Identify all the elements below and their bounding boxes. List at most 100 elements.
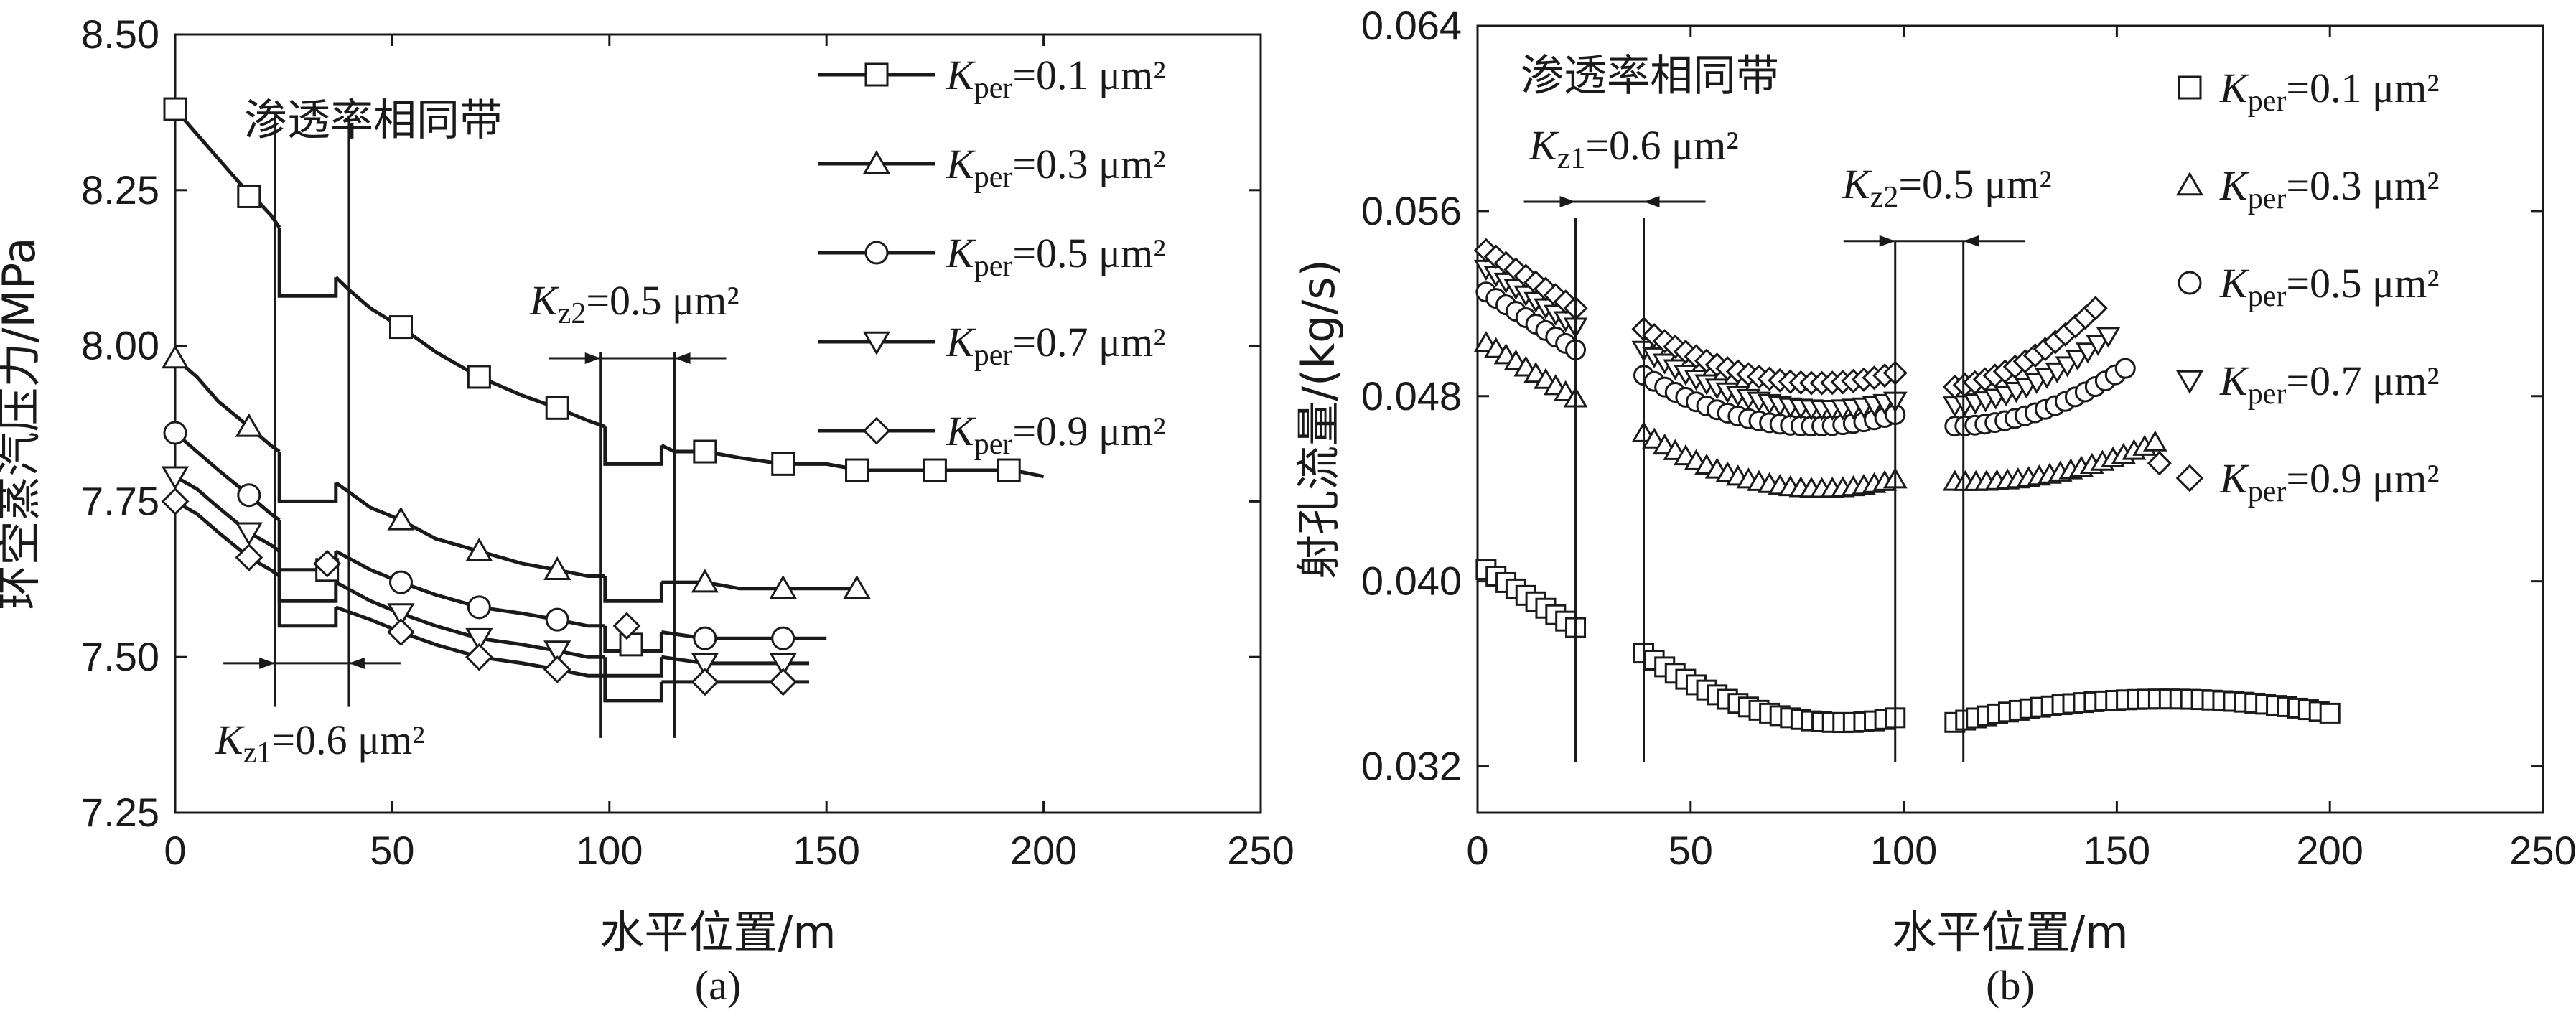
a-series-3-point-6	[769, 653, 797, 677]
b-x-tick-label-5: 250	[2509, 828, 2576, 873]
a-y-tick-label-0: 7.25	[81, 790, 159, 835]
a-series-3-segment-0	[174, 475, 281, 553]
a-x-tick-label-2: 100	[576, 828, 643, 873]
a-legend-marker-0	[864, 62, 889, 87]
a-legend-label-4-sub: per	[974, 428, 1013, 461]
panel-a-y-axis-title: 环空蒸汽压力/MPa	[0, 238, 45, 610]
a-legend-label-0: Kper=0.1 μm²	[946, 52, 1166, 105]
a-series-3-point-5	[691, 653, 719, 677]
b-x-tick-label-3: 150	[2083, 828, 2150, 873]
b-legend-label-4: Kper=0.9 μm²	[2219, 455, 2440, 508]
a-series-0-point-1	[237, 184, 261, 208]
b-legend-label-3: Kper=0.7 μm²	[2219, 358, 2440, 411]
b-x-tick-label-2: 100	[1870, 828, 1937, 873]
b-x-tick-label-0: 0	[1466, 828, 1488, 873]
a-series-2-point-2	[388, 570, 413, 594]
a-legend-label-0-value: =0.1 μm²	[1012, 52, 1165, 98]
a-x-tick-label-3: 150	[793, 828, 859, 873]
b-x-tick-label-4: 200	[2296, 828, 2363, 873]
b-kz1-label: Kz1=0.6 μm²	[1529, 122, 1739, 175]
b-legend-label-0-var: K	[2219, 65, 2250, 111]
a-series-2-point-1	[237, 483, 261, 508]
a-series-4-point-8	[769, 668, 798, 696]
a-legend-label-3-var: K	[946, 319, 976, 365]
a-series-3-point-0	[161, 466, 190, 490]
panel-b-x-axis-title: 水平位置/m	[1892, 906, 2128, 958]
a-legend-label-4-var: K	[946, 408, 976, 454]
a-series-1-point-4	[543, 556, 571, 581]
a-series-3-point-2	[387, 603, 415, 627]
panel-a-ticks: 0 50 100 150 200 250 7.25 7.50 7.75 8.00 8.25 8.50	[81, 11, 1294, 873]
b-kz2-label: Kz2=0.5 μm²	[1842, 161, 2052, 214]
a-y-tick-label-5: 8.50	[81, 11, 159, 57]
b-series-4-point-7	[1543, 283, 1568, 308]
a-series-4-point-7	[691, 668, 719, 696]
b-kz2-label-sub: z2	[1870, 181, 1899, 214]
a-series-4-jump-1	[603, 676, 663, 703]
a-series-3-point-1	[235, 522, 263, 546]
a-x-tick-label-5: 250	[1227, 828, 1294, 873]
a-kz1-label-value: =0.6 μm²	[271, 716, 424, 763]
a-legend-label-0-sub: per	[974, 72, 1013, 105]
a-series-4-point-5	[543, 655, 571, 683]
a-kz2-label-value: =0.5 μm²	[586, 277, 739, 324]
panel-a-x-axis-title: 水平位置/m	[599, 906, 836, 958]
b-legend-label-1-var: K	[2219, 162, 2250, 209]
a-legend-label-3: Kper=0.7 μm²	[946, 319, 1166, 372]
a-kz1-arrow-right	[348, 657, 365, 669]
b-kz2-arrow-left	[1879, 235, 1895, 247]
a-kz2-arrow-left	[584, 352, 601, 364]
panel-b-band-label: 渗透率相同带	[1521, 51, 1779, 101]
a-legend-marker-3	[862, 331, 891, 355]
b-kz1-arrow-left	[1559, 195, 1576, 207]
b-legend-label-3-var: K	[2219, 358, 2250, 404]
a-series-0-point-0	[163, 97, 187, 121]
a-series-4-jump-0	[277, 576, 338, 628]
panel-a-series-lines	[174, 108, 1045, 703]
a-series-1-segment-1	[335, 481, 605, 578]
a-series-1-point-0	[161, 345, 190, 369]
a-series-2-point-3	[467, 595, 491, 620]
a-series-0-point-4	[467, 365, 491, 389]
a-legend-label-4-value: =0.9 μm²	[1012, 408, 1165, 454]
a-x-tick-label-1: 50	[370, 828, 414, 873]
a-series-0-jump-0	[277, 227, 338, 298]
b-series-2-point-52	[2114, 358, 2136, 379]
b-y-tick-label-0: 0.032	[1361, 744, 1462, 789]
a-legend-label-2: Kper=0.5 μm²	[946, 230, 1166, 283]
a-y-tick-label-3: 8.00	[81, 323, 159, 368]
panel-a-series-markers	[161, 97, 1021, 696]
a-series-3-segment-2	[661, 655, 809, 666]
a-kz2-label-var: K	[529, 277, 560, 324]
a-series-0-point-11	[997, 458, 1021, 482]
a-series-0-jump-1	[603, 426, 663, 466]
b-legend-label-2-var: K	[2219, 260, 2250, 307]
a-series-0-point-7	[693, 439, 717, 464]
b-legend-marker-1	[2175, 172, 2204, 196]
a-kz1-label-sub: z1	[243, 737, 272, 770]
a-legend-label-0-var: K	[946, 52, 976, 98]
a-y-tick-label-1: 7.50	[81, 634, 159, 679]
a-legend-label-3-sub: per	[974, 339, 1013, 372]
a-series-4-segment-0	[174, 500, 281, 578]
a-series-3-point-4	[543, 640, 571, 665]
a-y-tick-label-4: 8.25	[81, 167, 159, 213]
a-series-1-jump-0	[277, 452, 338, 503]
b-series-0-point-70	[2319, 702, 2341, 724]
b-series-4-point-49	[2083, 296, 2108, 321]
a-kz2-label: Kz2=0.5 μm²	[529, 277, 739, 330]
panel-b-series-markers	[1473, 238, 2341, 734]
a-series-0-point-6	[619, 632, 643, 657]
a-series-1-point-3	[465, 538, 493, 562]
a-x-tick-label-0: 0	[164, 828, 186, 873]
b-series-4-point-11	[1642, 322, 1667, 348]
a-kz1-arrow-left	[259, 657, 276, 669]
b-legend-label-3-value: =0.7 μm²	[2286, 358, 2439, 404]
a-kz1-label-var: K	[215, 716, 246, 763]
a-series-0-point-9	[845, 458, 869, 482]
a-series-3-point-3	[465, 627, 493, 652]
a-legend-marker-4	[862, 416, 891, 445]
b-legend-label-2: Kper=0.5 μm²	[2219, 260, 2440, 313]
b-kz2-label-var: K	[1842, 161, 1872, 207]
a-legend-label-2-sub: per	[974, 250, 1013, 283]
